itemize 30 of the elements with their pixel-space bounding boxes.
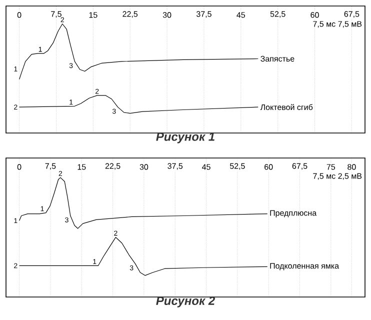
x-tick-label: 30 (162, 12, 172, 18)
x-tick-label: 7,5 (51, 11, 62, 18)
x-tick-label: 60 (264, 164, 273, 170)
series-label: Локтевой сгиб (260, 104, 313, 110)
x-tick-label: 80 (348, 164, 356, 170)
x-tick-label: 7,5 (45, 163, 56, 170)
x-tick-label: 15 (89, 12, 98, 18)
x-tick-label: 37,5 (168, 163, 183, 170)
series-label: Предплюсна (270, 210, 317, 218)
x-tick-label: 45 (236, 12, 246, 18)
x-tick-label: 75 (326, 164, 336, 170)
x-tick-label: 60 (310, 12, 319, 18)
x-tick-label: 52,5 (270, 11, 286, 18)
x-tick-label: 52,5 (230, 163, 245, 170)
x-tick-label: 0 (17, 12, 22, 18)
text: Рисунок 1 (156, 132, 214, 144)
series-label: Запястье (260, 56, 294, 62)
series-label: Подколенная ямка (270, 263, 340, 270)
text: Рисунок 2 (156, 296, 215, 308)
x-tick-label: 0 (17, 164, 22, 170)
annotation: 7,5 мс 7,5 мВ (313, 21, 362, 28)
x-tick-label: 37,5 (196, 11, 212, 18)
x-tick-label: 15 (78, 164, 86, 170)
x-tick-label: 45 (202, 164, 210, 170)
x-tick-label: 22,5 (105, 163, 120, 170)
x-tick-label: 67,5 (292, 163, 308, 170)
x-tick-label: 67,5 (344, 11, 360, 18)
annotation: 7,5 мс 2,5 мВ (313, 173, 362, 180)
x-tick-label: 30 (140, 164, 148, 170)
x-tick-label: 22,5 (122, 11, 138, 18)
